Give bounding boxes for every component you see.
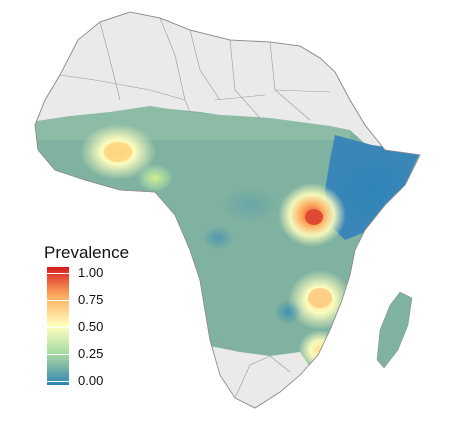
madagascar-island [376, 291, 413, 369]
legend-label-050: 0.50 [78, 319, 104, 334]
legend-tick-100 [44, 273, 72, 274]
legend-tick-025 [44, 354, 72, 355]
prevalence-legend: Prevalence 1.00 0.75 0.50 0.25 0.00 [44, 243, 164, 393]
legend-label-min: 0.00 [78, 373, 104, 388]
legend-label-max: 1.00 [78, 265, 104, 280]
southern-no-data-region [205, 345, 312, 408]
legend-title: Prevalence [44, 243, 130, 262]
legend-tick-075 [44, 300, 72, 301]
legend-color-bar [47, 267, 69, 385]
legend-tick-050 [44, 327, 72, 328]
legend-label-075: 0.75 [78, 292, 104, 307]
legend-label-025: 0.25 [78, 346, 104, 361]
country-borders [59, 17, 331, 399]
legend-tick-000 [44, 381, 72, 382]
